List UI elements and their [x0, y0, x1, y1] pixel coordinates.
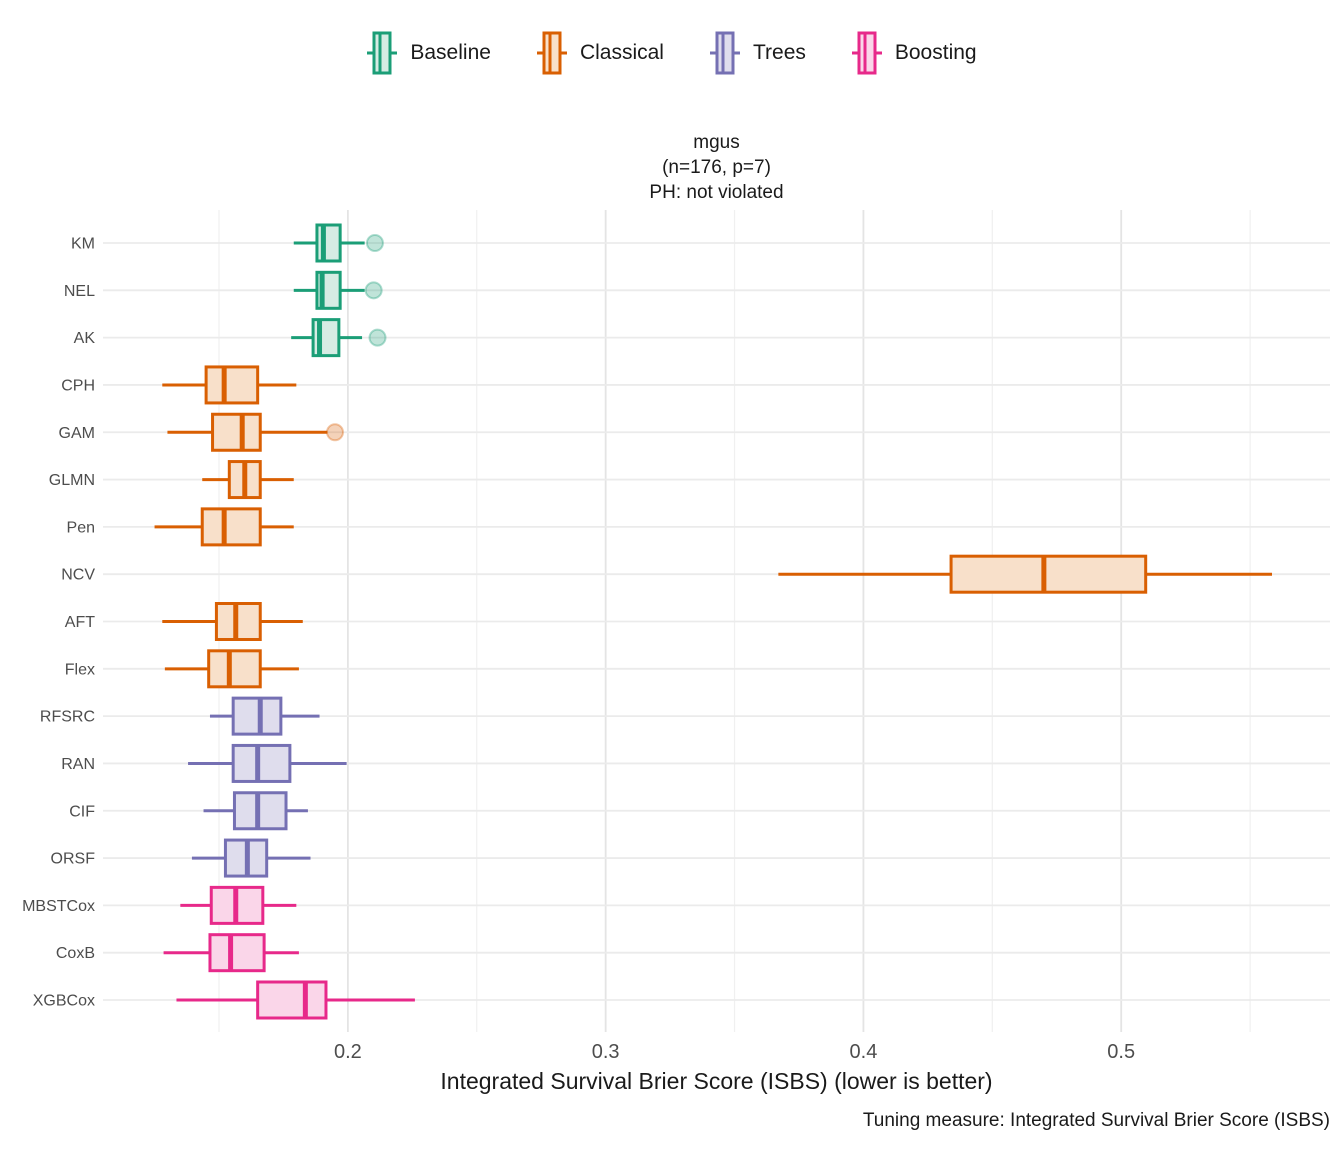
y-axis-label-RFSRC: RFSRC: [40, 709, 95, 726]
legend-label: Boosting: [894, 41, 977, 64]
legend-item-trees: Trees: [709, 29, 806, 77]
boxplot-row-MBSTCox: [180, 885, 297, 925]
box-iqr: [208, 933, 266, 973]
y-axis-label-AFT: AFT: [65, 614, 95, 631]
box-iqr: [231, 743, 292, 783]
boxplot-row-CIF: [203, 791, 308, 831]
y-axis-label-MBSTCox: MBSTCox: [22, 898, 95, 915]
boxplot-row-GLMN: [202, 460, 294, 500]
outlier-point: [325, 423, 344, 442]
boxplot-row-ORSF: [191, 838, 311, 878]
boxplot-row-RFSRC: [209, 696, 320, 736]
boxplot-row-XGBCox: [176, 980, 415, 1020]
boxplot-row-AK: [291, 318, 387, 358]
legend-item-baseline: Baseline: [367, 29, 491, 77]
y-axis-label-NCV: NCV: [61, 567, 95, 584]
boxplot-row-KM: [293, 223, 384, 263]
boxplot-row-CPH: [162, 365, 297, 405]
legend-item-boosting: Boosting: [851, 29, 977, 77]
y-axis-label-CoxB: CoxB: [56, 945, 95, 962]
box-iqr: [214, 602, 262, 641]
outlier-point: [368, 328, 387, 347]
x-tick-label: 0.5: [1107, 1041, 1135, 1063]
y-axis-label-NEL: NEL: [64, 283, 95, 300]
y-axis-label-Flex: Flex: [65, 661, 95, 678]
boxplot-row-CoxB: [163, 933, 299, 973]
legend-item-classical: Classical: [536, 29, 664, 77]
y-axis-label-Pen: Pen: [67, 519, 95, 536]
boxplot-key-icon: [709, 31, 740, 75]
box-iqr: [949, 554, 1148, 594]
y-axis-label-KM: KM: [71, 236, 95, 253]
title-line-ph: PH: not violated: [649, 182, 784, 203]
x-tick-label: 0.2: [334, 1041, 362, 1063]
legend-label: Trees: [752, 41, 806, 64]
boxplot-row-NCV: [778, 554, 1273, 594]
box-iqr: [211, 412, 262, 452]
boxplot-row-AFT: [162, 602, 303, 641]
boxplot-row-Flex: [164, 649, 299, 689]
x-axis-title: Integrated Survival Brier Score (ISBS) (…: [440, 1068, 993, 1094]
boxplot-key-icon: [367, 31, 398, 75]
boxplot-row-RAN: [188, 743, 347, 783]
boxplot-row-Pen: [154, 507, 294, 547]
y-axis-label-ORSF: ORSF: [51, 851, 96, 868]
title-line-dataset: mgus: [693, 132, 740, 153]
boxplot-key-icon: [851, 31, 882, 75]
y-axis-label-CPH: CPH: [61, 377, 95, 394]
x-tick-label: 0.3: [592, 1041, 620, 1063]
boxplot-row-NEL: [293, 270, 383, 310]
box-iqr: [231, 696, 283, 736]
title-line-dimensions: (n=176, p=7): [662, 157, 771, 178]
box-iqr: [204, 365, 260, 405]
box-iqr: [232, 791, 288, 831]
outlier-point: [364, 281, 383, 300]
legend: Baseline Classical Trees Boosting: [0, 22, 1344, 84]
y-axis-label-AK: AK: [74, 330, 96, 347]
y-axis-label-GAM: GAM: [59, 425, 95, 442]
plot-title: mgus (n=176, p=7) PH: not violated: [103, 130, 1330, 205]
box-iqr: [207, 649, 262, 689]
box-iqr: [256, 980, 328, 1020]
y-axis-label-GLMN: GLMN: [49, 472, 95, 489]
boxplot-key-icon: [536, 31, 567, 75]
y-axis-label-CIF: CIF: [69, 803, 95, 820]
caption: Tuning measure: Integrated Survival Brie…: [862, 1110, 1330, 1131]
outlier-point: [365, 234, 384, 252]
box-iqr: [311, 318, 341, 358]
box-iqr: [200, 507, 262, 547]
x-tick-label: 0.4: [850, 1041, 878, 1063]
legend-label: Classical: [579, 41, 664, 64]
y-axis-label-XGBCox: XGBCox: [33, 993, 95, 1010]
legend-label: Baseline: [410, 41, 491, 64]
box-iqr: [315, 223, 342, 263]
y-axis-label-RAN: RAN: [61, 756, 95, 773]
boxplot-row-GAM: [167, 412, 344, 452]
